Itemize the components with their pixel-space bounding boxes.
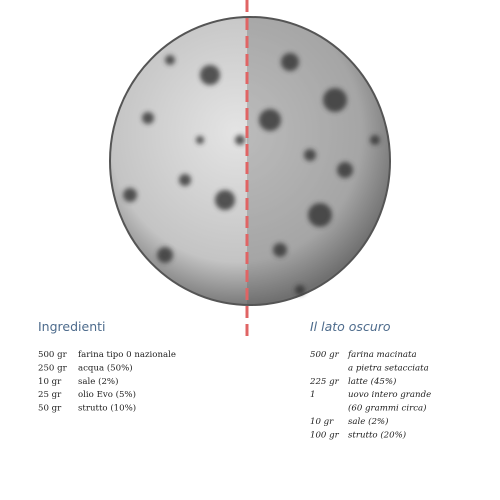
spots (123, 53, 380, 295)
ingredient: (60 grammi circa) (348, 403, 427, 414)
quantity: 100 gr (310, 430, 340, 440)
ingredient: strutto (20%) (348, 429, 406, 440)
quantity: 225 gr (309, 377, 340, 387)
ingredient: sale (2%) (348, 416, 388, 427)
ingredient: acqua (50%) (78, 362, 133, 373)
ingredient: strutto (10%) (78, 403, 136, 414)
piadina (109, 16, 391, 306)
quantity: 25 gr (38, 390, 62, 400)
quantity: 10 gr (310, 417, 334, 427)
ingredient: latte (45%) (348, 376, 396, 387)
column-title: Il lato oscuro (310, 319, 391, 334)
ingredient: farina tipo 0 nazionale (78, 350, 176, 360)
ingredient: olio Evo (5%) (78, 389, 136, 400)
quantity: 10 gr (38, 377, 62, 387)
quantity: 500 gr (310, 350, 340, 360)
ingredient: sale (2%) (78, 376, 118, 387)
dark-side (247, 17, 390, 305)
ingredient: farina macinata (347, 350, 417, 360)
ingredient: a pietra setacciata (348, 363, 429, 373)
quantity: 1 (310, 390, 315, 400)
quantity: 250 gr (38, 363, 68, 373)
column-title: Ingredienti (38, 319, 106, 334)
ingredient: uovo intero grande (348, 390, 431, 400)
quantity: 50 gr (38, 404, 62, 414)
quantity: 500 gr (38, 350, 68, 360)
